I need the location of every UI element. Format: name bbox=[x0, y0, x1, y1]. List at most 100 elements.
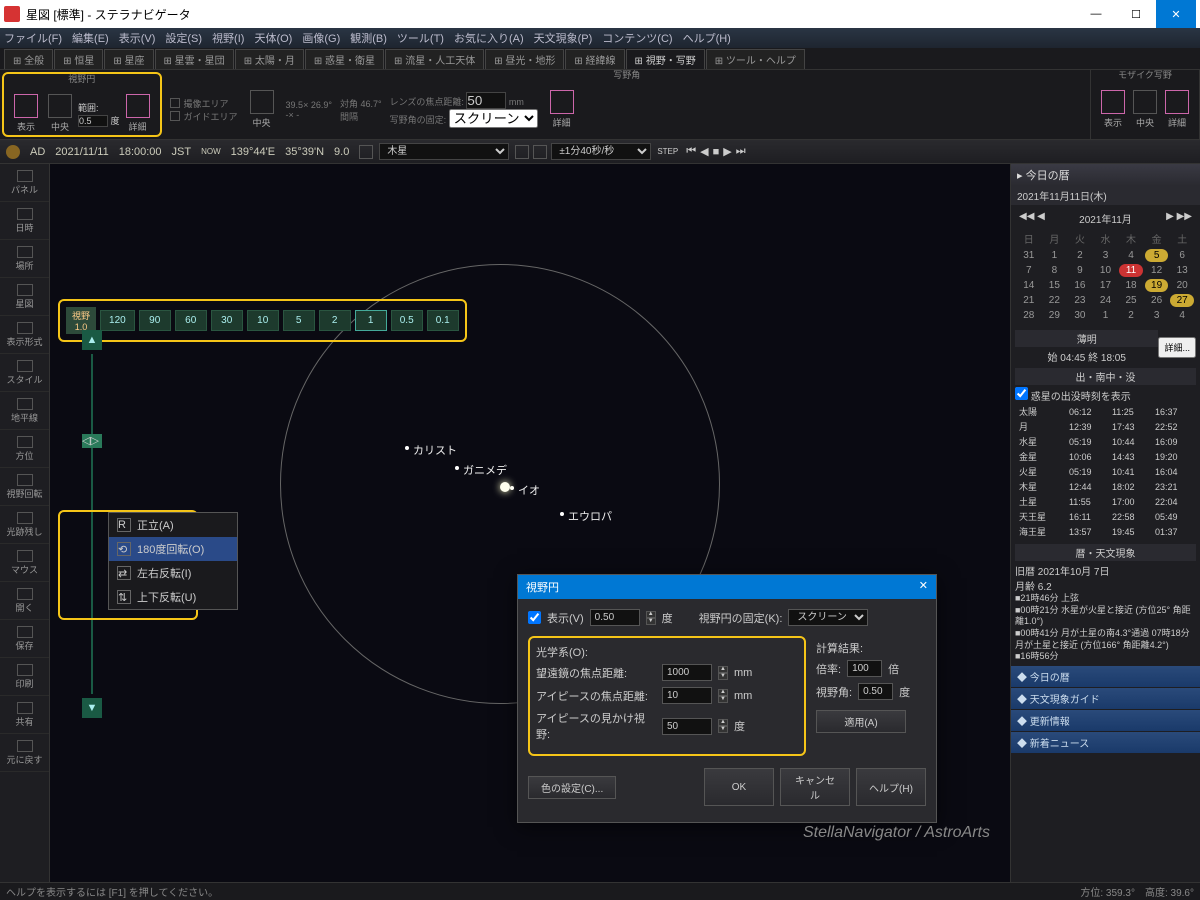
tab-7[interactable]: ⊞ 昼光・地形 bbox=[485, 49, 564, 69]
fov-preset-1[interactable]: 1 bbox=[355, 310, 387, 331]
cal-day[interactable]: 20 bbox=[1170, 279, 1194, 292]
cal-day[interactable]: 4 bbox=[1170, 309, 1194, 322]
telescope-focal-input[interactable] bbox=[662, 664, 712, 681]
rotation-item-2[interactable]: ⇄左右反転(I) bbox=[109, 561, 237, 585]
cal-day[interactable]: 7 bbox=[1017, 264, 1041, 277]
last-button[interactable]: ⏭ bbox=[736, 145, 746, 158]
sky-view[interactable]: カリストガニメデイオエウロパ 視野 1.0 120906030105210.50… bbox=[50, 164, 1010, 882]
cal-day[interactable]: 22 bbox=[1043, 294, 1067, 307]
range-input[interactable] bbox=[78, 115, 108, 127]
cal-day[interactable]: 12 bbox=[1145, 264, 1169, 277]
cal-day[interactable]: 11 bbox=[1119, 264, 1143, 277]
panel-btn-天文現象ガイド[interactable]: ◆ 天文現象ガイド bbox=[1011, 688, 1200, 709]
cal-day[interactable]: 4 bbox=[1119, 249, 1143, 262]
fov-preset-2[interactable]: 2 bbox=[319, 310, 351, 331]
menu-item[interactable]: 表示(V) bbox=[119, 30, 156, 46]
twilight-detail-button[interactable]: 詳細... bbox=[1158, 337, 1196, 358]
tool-地平線[interactable]: 地平線 bbox=[0, 392, 49, 430]
menu-item[interactable]: ツール(T) bbox=[397, 30, 444, 46]
menu-item[interactable]: 視野(I) bbox=[212, 30, 244, 46]
cal-day[interactable]: 6 bbox=[1170, 249, 1194, 262]
mosaic-center-button[interactable]: 中央 bbox=[1129, 86, 1161, 133]
fov-preset-120[interactable]: 120 bbox=[100, 310, 135, 331]
tool-元に戻す[interactable]: 元に戻す bbox=[0, 734, 49, 772]
tab-6[interactable]: ⊞ 流星・人工天体 bbox=[385, 49, 484, 69]
fov-preset-30[interactable]: 30 bbox=[211, 310, 243, 331]
menu-item[interactable]: ファイル(F) bbox=[4, 30, 62, 46]
tool-日時[interactable]: 日時 bbox=[0, 202, 49, 240]
show-checkbox[interactable] bbox=[528, 611, 541, 624]
cal-day[interactable]: 30 bbox=[1068, 309, 1092, 322]
step-select[interactable]: ±1分40秒/秒 bbox=[551, 143, 651, 160]
photo-fix-select[interactable]: スクリーン bbox=[449, 109, 538, 128]
tool-視野回転[interactable]: 視野回転 bbox=[0, 468, 49, 506]
cal-day[interactable]: 25 bbox=[1119, 294, 1143, 307]
cal-day[interactable]: 21 bbox=[1017, 294, 1041, 307]
tab-1[interactable]: ⊞ 恒星 bbox=[54, 49, 103, 69]
tool-表示形式[interactable]: 表示形式 bbox=[0, 316, 49, 354]
stop-button[interactable]: ■ bbox=[713, 146, 720, 158]
cal-day[interactable]: 5 bbox=[1145, 249, 1169, 262]
date-display[interactable]: 2021/11/11 bbox=[55, 146, 108, 158]
cal-day[interactable]: 26 bbox=[1145, 294, 1169, 307]
imaging-area-check[interactable]: 撮像エリア bbox=[184, 97, 229, 110]
tab-4[interactable]: ⊞ 太陽・月 bbox=[235, 49, 304, 69]
cal-day[interactable]: 29 bbox=[1043, 309, 1067, 322]
fix-select[interactable]: スクリーン bbox=[788, 609, 868, 626]
photo-center-button[interactable]: 中央 bbox=[246, 86, 278, 133]
location-icon[interactable] bbox=[359, 145, 373, 159]
tab-10[interactable]: ⊞ ツール・ヘルプ bbox=[706, 49, 805, 69]
fov-preset-90[interactable]: 90 bbox=[139, 310, 171, 331]
search-icon[interactable] bbox=[515, 145, 529, 159]
cal-day[interactable]: 19 bbox=[1145, 279, 1169, 292]
rotation-item-0[interactable]: R正立(A) bbox=[109, 513, 237, 537]
menu-item[interactable]: 天体(O) bbox=[254, 30, 292, 46]
tool-開く[interactable]: 開く bbox=[0, 582, 49, 620]
guide-area-check[interactable]: ガイドエリア bbox=[184, 110, 238, 123]
tab-3[interactable]: ⊞ 星雲・星団 bbox=[155, 49, 234, 69]
now-button[interactable]: NOW bbox=[201, 147, 221, 156]
apply-button[interactable]: 適用(A) bbox=[816, 710, 906, 733]
fov-preset-10[interactable]: 10 bbox=[247, 310, 279, 331]
menu-item[interactable]: コンテンツ(C) bbox=[602, 30, 672, 46]
cal-day[interactable]: 17 bbox=[1094, 279, 1118, 292]
help-button[interactable]: ヘルプ(H) bbox=[856, 768, 926, 806]
tool-印刷[interactable]: 印刷 bbox=[0, 658, 49, 696]
cal-day[interactable]: 13 bbox=[1170, 264, 1194, 277]
cal-day[interactable]: 1 bbox=[1094, 309, 1118, 322]
cal-day[interactable]: 28 bbox=[1017, 309, 1041, 322]
menu-item[interactable]: 天文現象(P) bbox=[534, 30, 593, 46]
mosaic-detail-button[interactable]: 詳細 bbox=[1161, 86, 1193, 133]
cal-day[interactable]: 15 bbox=[1043, 279, 1067, 292]
cal-day[interactable]: 14 bbox=[1017, 279, 1041, 292]
afov-input[interactable] bbox=[662, 718, 712, 735]
fov-show-button[interactable]: 表示 bbox=[10, 90, 42, 137]
cal-day[interactable]: 3 bbox=[1145, 309, 1169, 322]
target-select[interactable]: 木星 bbox=[379, 143, 509, 160]
cal-day[interactable]: 3 bbox=[1094, 249, 1118, 262]
tool-方位[interactable]: 方位 bbox=[0, 430, 49, 468]
zoom-down-button[interactable]: ▼ bbox=[82, 698, 102, 718]
maximize-button[interactable]: ☐ bbox=[1116, 0, 1156, 28]
tool-共有[interactable]: 共有 bbox=[0, 696, 49, 734]
show-value-input[interactable] bbox=[590, 609, 640, 626]
cal-day[interactable]: 16 bbox=[1068, 279, 1092, 292]
tab-5[interactable]: ⊞ 惑星・衛星 bbox=[305, 49, 384, 69]
eyepiece-focal-input[interactable] bbox=[662, 687, 712, 704]
cal-day[interactable]: 2 bbox=[1119, 309, 1143, 322]
cal-next[interactable]: ▶ ▶▶ bbox=[1166, 211, 1192, 226]
time-display[interactable]: 18:00:00 bbox=[119, 146, 162, 158]
dialog-close-button[interactable]: ✕ bbox=[919, 579, 928, 595]
cal-day[interactable]: 23 bbox=[1068, 294, 1092, 307]
panel-btn-更新情報[interactable]: ◆ 更新情報 bbox=[1011, 710, 1200, 731]
menu-item[interactable]: ヘルプ(H) bbox=[683, 30, 731, 46]
tab-2[interactable]: ⊞ 星座 bbox=[104, 49, 153, 69]
tool-パネル[interactable]: パネル bbox=[0, 164, 49, 202]
cal-day[interactable]: 27 bbox=[1170, 294, 1194, 307]
rotation-item-1[interactable]: ⟲180度回転(O) bbox=[109, 537, 237, 561]
cal-day[interactable]: 8 bbox=[1043, 264, 1067, 277]
minimize-button[interactable]: — bbox=[1076, 0, 1116, 28]
cal-day[interactable]: 18 bbox=[1119, 279, 1143, 292]
panel-btn-新着ニュース[interactable]: ◆ 新着ニュース bbox=[1011, 732, 1200, 753]
prev-button[interactable]: ◀ bbox=[700, 145, 708, 158]
